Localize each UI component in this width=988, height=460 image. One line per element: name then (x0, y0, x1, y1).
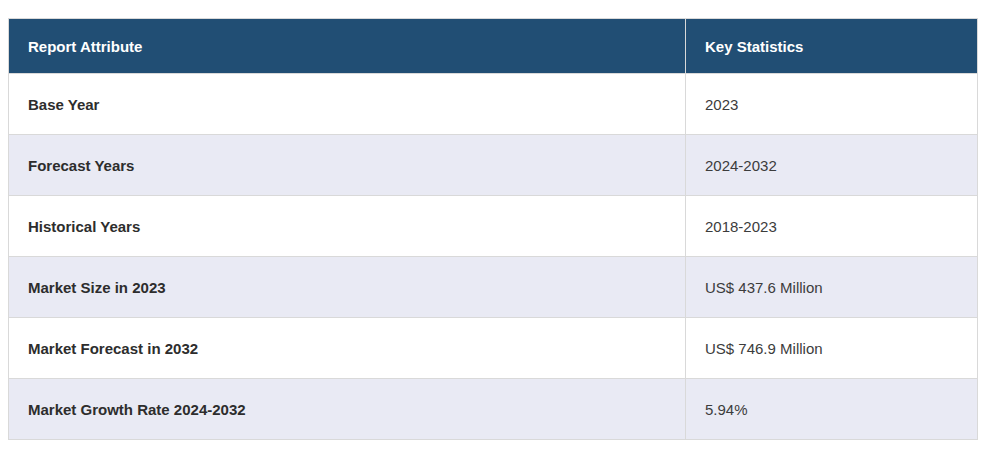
value-cell: 2023 (686, 74, 978, 135)
report-statistics-table: Report Attribute Key Statistics Base Yea… (8, 18, 978, 440)
table-row: Market Growth Rate 2024-20325.94% (9, 379, 978, 440)
attribute-cell: Market Growth Rate 2024-2032 (9, 379, 686, 440)
value-cell: US$ 437.6 Million (686, 257, 978, 318)
table-row: Market Size in 2023US$ 437.6 Million (9, 257, 978, 318)
header-key-statistics: Key Statistics (686, 19, 978, 74)
report-statistics-table-wrap: Report Attribute Key Statistics Base Yea… (8, 18, 978, 440)
header-report-attribute: Report Attribute (9, 19, 686, 74)
attribute-cell: Market Size in 2023 (9, 257, 686, 318)
table-row: Historical Years2018-2023 (9, 196, 978, 257)
value-cell: US$ 746.9 Million (686, 318, 978, 379)
attribute-cell: Market Forecast in 2032 (9, 318, 686, 379)
attribute-cell: Historical Years (9, 196, 686, 257)
value-cell: 5.94% (686, 379, 978, 440)
attribute-cell: Base Year (9, 74, 686, 135)
table-row: Base Year2023 (9, 74, 978, 135)
value-cell: 2024-2032 (686, 135, 978, 196)
table-header-row: Report Attribute Key Statistics (9, 19, 978, 74)
table-body: Base Year2023Forecast Years2024-2032Hist… (9, 74, 978, 440)
attribute-cell: Forecast Years (9, 135, 686, 196)
table-row: Forecast Years2024-2032 (9, 135, 978, 196)
value-cell: 2018-2023 (686, 196, 978, 257)
table-row: Market Forecast in 2032US$ 746.9 Million (9, 318, 978, 379)
page: Report Attribute Key Statistics Base Yea… (0, 0, 988, 460)
